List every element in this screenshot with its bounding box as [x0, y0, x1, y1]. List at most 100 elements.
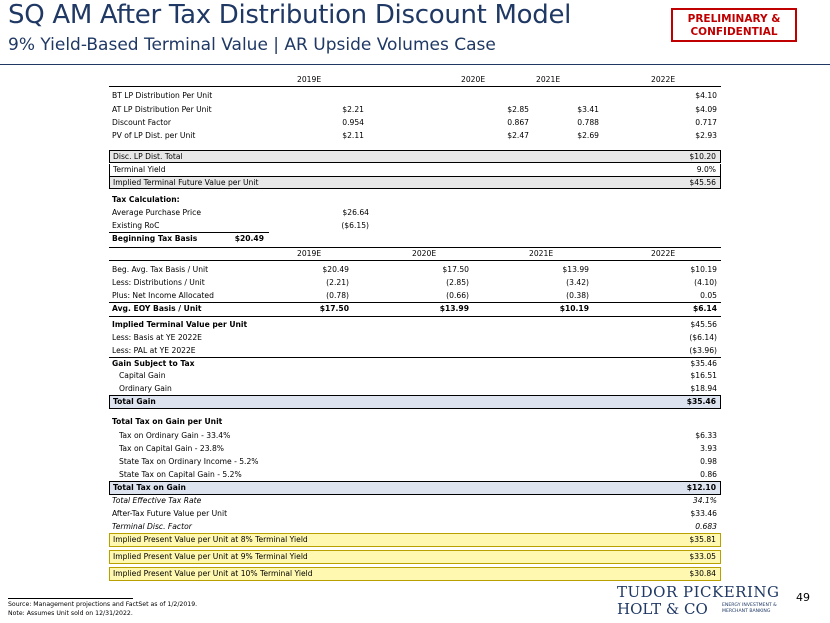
year-header: 2020E — [461, 75, 486, 84]
table-row: State Tax on Ordinary Income - 5.2% 0.98 — [109, 456, 721, 468]
row-label: Implied Present Value per Unit at 8% Ter… — [113, 535, 308, 544]
terminal-yield-row: Terminal Yield 9.0% — [109, 164, 721, 176]
table-row: State Tax on Capital Gain - 5.2% 0.86 — [109, 469, 721, 481]
row-value: 0.683 — [695, 522, 717, 531]
row-value: (4.10) — [694, 278, 717, 287]
row-value: $17.50 — [442, 265, 469, 274]
table-row: Plus: Net Income Allocated (0.78) (0.66)… — [109, 290, 721, 302]
year-header: 2022E — [651, 249, 676, 258]
row-value: $2.11 — [342, 131, 364, 140]
page-subtitle: 9% Yield-Based Terminal Value | AR Upsid… — [8, 35, 496, 55]
year-header: 2022E — [651, 75, 676, 84]
tax-calc-title: Tax Calculation: — [112, 195, 180, 204]
row-value: $12.10 — [686, 483, 716, 492]
row-value: $2.69 — [577, 131, 599, 140]
row-label: AT LP Distribution Per Unit — [112, 105, 212, 114]
row-value: $4.10 — [695, 91, 717, 100]
table-row: Avg. EOY Basis / Unit $17.50 $13.99 $10.… — [109, 302, 721, 317]
table-row: Discount Factor 0.954 0.867 0.788 0.717 — [109, 117, 721, 129]
implied-pv-9-row: Implied Present Value per Unit at 9% Ter… — [109, 550, 721, 564]
row-value: $10.20 — [689, 152, 716, 161]
table-row: Total Effective Tax Rate 34.1% — [109, 495, 721, 507]
row-label: Beg. Avg. Tax Basis / Unit — [112, 265, 209, 274]
row-label: State Tax on Capital Gain - 5.2% — [119, 470, 242, 479]
row-label: Average Purchase Price — [112, 208, 202, 217]
row-value: 0.954 — [342, 118, 364, 127]
table-row: Terminal Disc. Factor 0.683 — [109, 521, 721, 533]
row-value: 0.788 — [577, 118, 599, 127]
row-value: $16.51 — [690, 371, 717, 380]
row-label: Beginning Tax Basis — [112, 234, 198, 243]
page-title: SQ AM After Tax Distribution Discount Mo… — [8, 0, 572, 30]
year-header: 2021E — [529, 249, 554, 258]
table-row: Beg. Avg. Tax Basis / Unit $20.49 $17.50… — [109, 264, 721, 276]
year-header-row: 2019E 2020E 2021E 2022E — [109, 247, 721, 261]
row-value: 34.1% — [692, 496, 717, 505]
row-label: Less: Distributions / Unit — [112, 278, 205, 287]
row-value: (0.78) — [326, 291, 349, 300]
row-label: After-Tax Future Value per Unit — [112, 509, 228, 518]
row-label: Tax on Capital Gain - 23.8% — [119, 444, 225, 453]
row-value: ($6.14) — [689, 333, 717, 342]
row-value: $10.19 — [559, 304, 589, 313]
future-value-row: Implied Terminal Future Value per Unit $… — [109, 176, 721, 189]
row-label: Implied Present Value per Unit at 10% Te… — [113, 569, 313, 578]
table-row: Beginning Tax Basis $20.49 — [109, 232, 269, 245]
year-header: 2021E — [536, 75, 561, 84]
footnote-rule — [8, 598, 133, 599]
row-value: $2.85 — [507, 105, 529, 114]
row-label: Capital Gain — [119, 371, 166, 380]
row-value: $18.94 — [690, 384, 717, 393]
row-value: (0.38) — [566, 291, 589, 300]
year-header: 2019E — [297, 75, 322, 84]
row-label: Total Gain — [113, 397, 156, 406]
implied-pv-8-row: Implied Present Value per Unit at 8% Ter… — [109, 533, 721, 547]
logo-line2: HOLT & CO — [617, 600, 708, 618]
row-value: 3.93 — [700, 444, 717, 453]
row-value: $20.49 — [234, 234, 264, 243]
table-row: Capital Gain $16.51 — [109, 370, 721, 382]
row-value: $35.46 — [690, 359, 717, 368]
row-label: Implied Present Value per Unit at 9% Ter… — [113, 552, 308, 561]
year-header: 2020E — [412, 249, 437, 258]
table-row: AT LP Distribution Per Unit $2.21 $2.85 … — [109, 104, 721, 116]
confidential-badge: PRELIMINARY & CONFIDENTIAL — [671, 8, 797, 42]
row-value: $6.33 — [695, 431, 717, 440]
row-value: $6.14 — [692, 304, 717, 313]
row-value: $13.99 — [439, 304, 469, 313]
implied-pv-10-row: Implied Present Value per Unit at 10% Te… — [109, 567, 721, 581]
table-row: Less: Distributions / Unit (2.21) (2.85)… — [109, 277, 721, 289]
row-label: Total Effective Tax Rate — [112, 496, 202, 505]
year-header: 2019E — [297, 249, 322, 258]
row-value: $35.81 — [689, 535, 716, 544]
row-label: Less: PAL at YE 2022E — [112, 346, 196, 355]
footnote-source: Source: Management projections and FactS… — [8, 601, 198, 608]
table-row: Less: PAL at YE 2022E ($3.96) — [109, 345, 721, 357]
row-value: $45.56 — [689, 178, 716, 187]
row-value: $26.64 — [342, 208, 369, 217]
row-value: $3.41 — [577, 105, 599, 114]
row-label: Terminal Disc. Factor — [112, 522, 192, 531]
row-value: $33.05 — [689, 552, 716, 561]
header-divider — [0, 64, 830, 65]
row-value: $4.09 — [695, 105, 717, 114]
table-row: PV of LP Dist. per Unit $2.11 $2.47 $2.6… — [109, 130, 721, 142]
year-header-row: 2019E 2020E 2021E 2022E — [109, 74, 721, 87]
table-row: Ordinary Gain $18.94 — [109, 383, 721, 395]
row-value: $33.46 — [690, 509, 717, 518]
row-label: PV of LP Dist. per Unit — [112, 131, 196, 140]
logo-tagline: ENERGY INVESTMENT & MERCHANT BANKING — [722, 603, 777, 614]
total-gain-row: Total Gain $35.46 — [109, 395, 721, 409]
table-row: After-Tax Future Value per Unit $33.46 — [109, 508, 721, 520]
row-value: (3.42) — [566, 278, 589, 287]
table-row: Total Tax on Gain per Unit — [109, 416, 721, 428]
row-label: Discount Factor — [112, 118, 171, 127]
row-value: $30.84 — [689, 569, 716, 578]
row-label: Avg. EOY Basis / Unit — [112, 304, 202, 313]
logo-line1: TUDOR PICKERING — [617, 583, 780, 601]
row-value: (0.66) — [446, 291, 469, 300]
table-row: Tax on Capital Gain - 23.8% 3.93 — [109, 443, 721, 455]
row-value: 0.86 — [700, 470, 717, 479]
row-value: $2.21 — [342, 105, 364, 114]
row-label: Implied Terminal Value per Unit — [112, 320, 248, 329]
